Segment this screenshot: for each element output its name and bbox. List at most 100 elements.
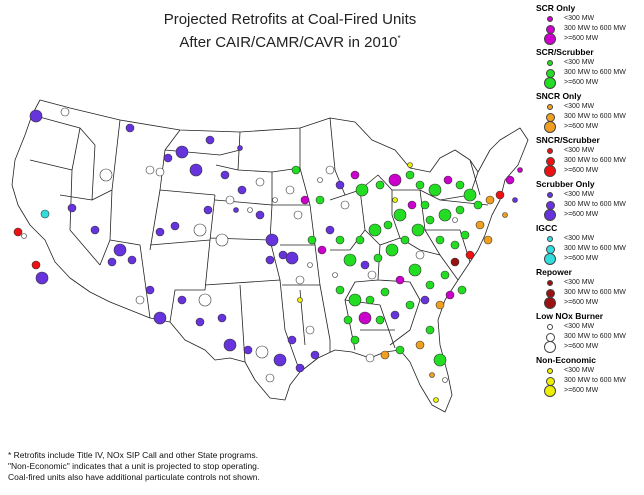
- plant-marker-scr-only: [350, 170, 360, 180]
- legend-marker: [547, 104, 553, 110]
- plant-marker-low-nox: [135, 295, 145, 305]
- legend-marker: [544, 77, 556, 89]
- plant-marker-scrubber-only: [217, 313, 227, 323]
- legend-marker: [547, 236, 553, 242]
- plant-marker-low-nox: [340, 200, 350, 210]
- plant-marker-non-economic: [297, 297, 303, 303]
- plant-marker-low-nox: [307, 262, 313, 268]
- footnote-line-3: Coal-fired units also have additional pa…: [8, 472, 260, 482]
- plant-marker-low-nox: [367, 270, 377, 280]
- plant-marker-scrubber-only: [90, 225, 100, 235]
- plant-marker-low-nox: [215, 233, 229, 247]
- plant-marker-non-economic: [433, 397, 439, 403]
- plant-marker-scrubber-only: [237, 145, 243, 151]
- plant-marker-scrubber-only: [153, 311, 167, 325]
- title-footnote-marker: *: [397, 34, 401, 43]
- plant-marker-low-nox: [442, 377, 448, 383]
- plant-marker-scrubber-only: [29, 109, 43, 123]
- plant-marker-scr-only: [388, 173, 402, 187]
- plant-marker-scr-scrubber: [395, 345, 405, 355]
- legend-size-label: >=600 MW: [564, 79, 599, 86]
- plant-marker-scr-scrubber: [405, 300, 415, 310]
- plant-marker-scr-only: [300, 195, 310, 205]
- plant-marker-scr-scrubber: [433, 353, 447, 367]
- plant-marker-scrubber-only: [67, 203, 77, 213]
- legend-size-label: 300 MW to 600 MW: [564, 113, 626, 120]
- legend-size-label: >=600 MW: [564, 255, 599, 262]
- legend-title: SCR Only: [536, 3, 576, 13]
- plant-marker-scr-scrubber: [315, 195, 325, 205]
- plant-marker-sncr-only: [429, 372, 435, 378]
- legend-size-label: <300 MW: [564, 59, 595, 66]
- plant-marker-scrubber-only: [295, 363, 305, 373]
- plant-marker-igcc: [40, 209, 50, 219]
- plant-marker-scr-only: [358, 311, 372, 325]
- legend-marker: [544, 341, 556, 353]
- plant-marker-scr-scrubber: [405, 170, 415, 180]
- plant-marker-scr-scrubber: [455, 205, 465, 215]
- plant-marker-scr-scrubber: [450, 240, 460, 250]
- plant-marker-scr-scrubber: [457, 285, 467, 295]
- plant-marker-scrubber-only: [189, 163, 203, 177]
- plant-marker-repower: [450, 257, 460, 267]
- plant-marker-scr-scrubber: [291, 165, 301, 175]
- legend-size-label: 300 MW to 600 MW: [564, 25, 626, 32]
- legend-title: Low NOx Burner: [536, 311, 604, 321]
- plant-marker-scr-only: [505, 175, 515, 185]
- plant-marker-scr-only: [517, 167, 523, 173]
- plant-marker-scr-scrubber: [393, 208, 407, 222]
- title-line-2: After CAIR/CAMR/CAVR in 2010*: [140, 29, 440, 52]
- plant-marker-low-nox: [293, 210, 303, 220]
- legend-size-label: 300 MW to 600 MW: [564, 377, 626, 384]
- legend-marker: [547, 192, 553, 198]
- plant-marker-scr-scrubber: [425, 215, 435, 225]
- plant-marker-scrubber-only: [175, 145, 189, 159]
- legend-size-label: >=600 MW: [564, 211, 599, 218]
- plant-marker-scrubber-only: [203, 205, 213, 215]
- plant-marker-scr-scrubber: [463, 188, 477, 202]
- plant-marker-scr-scrubber: [355, 183, 369, 197]
- plant-marker-scrubber-only: [243, 345, 253, 355]
- plant-marker-scr-scrubber: [455, 180, 465, 190]
- legend-size-label: >=600 MW: [564, 167, 599, 174]
- plant-marker-low-nox: [21, 233, 27, 239]
- legend-group-non-economic: Non-Economic <300 MW 300 MW to 600 MW >=600…: [536, 355, 642, 397]
- plant-marker-scr-scrubber: [425, 280, 435, 290]
- legend-group-sncr-only: SNCR Only <300 MW 300 MW to 600 MW >=600 MW: [536, 91, 642, 133]
- legend-marker: [544, 297, 556, 309]
- legend-marker: [544, 209, 556, 221]
- plant-marker-low-nox: [193, 223, 207, 237]
- legend-row: >=600 MW: [536, 297, 642, 309]
- plant-marker-scrubber-only: [205, 135, 215, 145]
- plant-marker-sncr-scrubber: [495, 190, 505, 200]
- plant-marker-scrubber-only: [265, 255, 275, 265]
- plant-marker-scrubber-only: [145, 285, 155, 295]
- legend-size-label: >=600 MW: [564, 123, 599, 130]
- plant-marker-scr-scrubber: [373, 253, 383, 263]
- plant-marker-scr-scrubber: [428, 183, 442, 197]
- plant-marker-sncr-only: [415, 340, 425, 350]
- footnote: * Retrofits include Title IV, NOx SIP Ca…: [8, 450, 438, 483]
- plant-marker-non-economic: [407, 162, 413, 168]
- plant-marker-scr-scrubber: [335, 235, 345, 245]
- legend-row: >=600 MW: [536, 77, 642, 89]
- plant-marker-low-nox: [60, 107, 70, 117]
- plant-marker-scr-only: [445, 290, 455, 300]
- legend-size-label: <300 MW: [564, 367, 595, 374]
- plant-marker-scrubber-only: [512, 197, 518, 203]
- plant-marker-low-nox: [305, 325, 315, 335]
- plant-marker-scrubber-only: [310, 350, 320, 360]
- plant-marker-scrubber-only: [273, 353, 287, 367]
- legend-title: SNCR/Scrubber: [536, 135, 600, 145]
- plant-marker-scr-only: [395, 275, 405, 285]
- map-title: Projected Retrofits at Coal-Fired Units …: [140, 10, 440, 52]
- legend-row: >=600 MW: [536, 253, 642, 265]
- plant-marker-scrubber-only: [125, 123, 135, 133]
- plant-marker-scrubber-only: [170, 221, 180, 231]
- legend-group-igcc: IGCC <300 MW 300 MW to 600 MW >=600 MW: [536, 223, 642, 265]
- legend-marker: [544, 253, 556, 265]
- legend-group-sncr-scrubber: SNCR/Scrubber <300 MW 300 MW to 600 MW >=60…: [536, 135, 642, 177]
- legend-size-label: 300 MW to 600 MW: [564, 333, 626, 340]
- plant-marker-scr-scrubber: [460, 230, 470, 240]
